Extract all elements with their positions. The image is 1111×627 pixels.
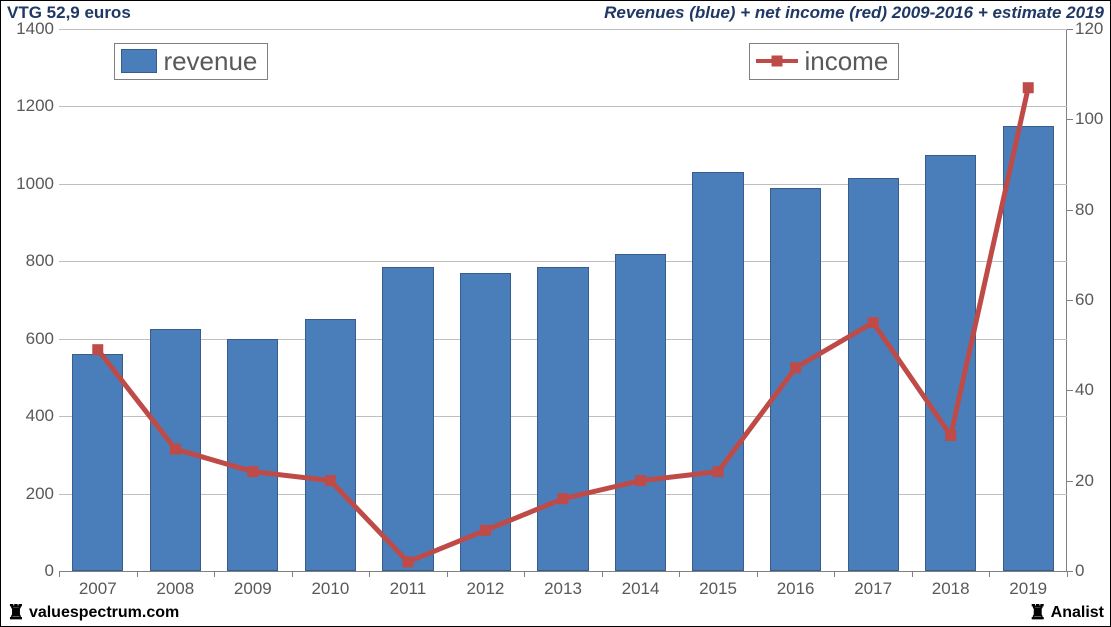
legend-revenue-label: revenue: [163, 46, 257, 77]
income-marker-icon: [247, 466, 258, 477]
legend-revenue: revenue: [114, 43, 268, 80]
income-marker-icon: [480, 525, 491, 536]
legend-income-label: income: [804, 46, 888, 77]
income-marker-icon: [325, 475, 336, 486]
x-axis-line: [59, 571, 1067, 572]
x-tick-label: 2015: [699, 579, 737, 599]
footer-left-label: valuespectrum.com: [29, 604, 179, 622]
footer-right: ♜ Analist: [1029, 603, 1104, 623]
x-tick-mark: [602, 571, 603, 577]
income-marker-icon: [713, 466, 724, 477]
x-tick-mark: [292, 571, 293, 577]
legend-income-marker-icon: [772, 56, 783, 67]
x-tick-label: 2008: [156, 579, 194, 599]
y-left-tick-label: 1000: [4, 174, 54, 194]
plot-inner: 0200400600800100012001400020406080100120…: [59, 29, 1067, 571]
x-tick-mark: [137, 571, 138, 577]
header: VTG 52,9 euros Revenues (blue) + net inc…: [3, 2, 1108, 24]
x-tick-label: 2019: [1009, 579, 1047, 599]
y-left-tick-label: 1200: [4, 96, 54, 116]
x-tick-mark: [59, 571, 60, 577]
y-left-tick-label: 600: [4, 329, 54, 349]
x-tick-label: 2009: [234, 579, 272, 599]
y-right-tick-mark: [1067, 390, 1073, 391]
y-right-tick-mark: [1067, 481, 1073, 482]
x-tick-mark: [989, 571, 990, 577]
y-left-tick-label: 400: [4, 406, 54, 426]
legend-revenue-swatch: [121, 49, 157, 73]
x-tick-mark: [757, 571, 758, 577]
y-left-tick-label: 0: [4, 561, 54, 581]
x-tick-label: 2007: [79, 579, 117, 599]
income-marker-icon: [1023, 82, 1034, 93]
x-tick-mark: [369, 571, 370, 577]
rook-icon: ♜: [7, 603, 25, 623]
x-tick-label: 2017: [854, 579, 892, 599]
x-tick-mark: [214, 571, 215, 577]
x-tick-label: 2018: [932, 579, 970, 599]
x-tick-mark: [1067, 571, 1068, 577]
title-right: Revenues (blue) + net income (red) 2009-…: [604, 3, 1104, 23]
chart-root: VTG 52,9 euros Revenues (blue) + net inc…: [0, 0, 1111, 627]
y-right-tick-mark: [1067, 29, 1073, 30]
y-right-tick-label: 60: [1075, 290, 1111, 310]
income-marker-icon: [558, 493, 569, 504]
x-tick-label: 2010: [311, 579, 349, 599]
legend-income: income: [749, 43, 899, 80]
y-right-tick-label: 20: [1075, 471, 1111, 491]
income-line: [59, 29, 1067, 571]
x-tick-label: 2011: [390, 579, 427, 599]
income-marker-icon: [945, 430, 956, 441]
y-left-tick-label: 800: [4, 251, 54, 271]
footer-left: ♜ valuespectrum.com: [7, 603, 179, 623]
income-marker-icon: [868, 317, 879, 328]
income-marker-icon: [92, 344, 103, 355]
income-marker-icon: [790, 362, 801, 373]
rook-icon: ♜: [1029, 603, 1047, 623]
income-marker-icon: [635, 475, 646, 486]
y-right-tick-label: 80: [1075, 200, 1111, 220]
footer-right-label: Analist: [1051, 604, 1104, 622]
income-marker-icon: [402, 556, 413, 567]
x-tick-mark: [524, 571, 525, 577]
y-right-tick-mark: [1067, 119, 1073, 120]
x-tick-mark: [834, 571, 835, 577]
y-right-tick-label: 0: [1075, 561, 1111, 581]
x-tick-mark: [447, 571, 448, 577]
y-right-tick-label: 40: [1075, 380, 1111, 400]
y-right-tick-label: 100: [1075, 109, 1111, 129]
plot-area: 0200400600800100012001400020406080100120…: [59, 29, 1067, 571]
x-tick-mark: [912, 571, 913, 577]
income-marker-icon: [170, 444, 181, 455]
y-right-tick-mark: [1067, 210, 1073, 211]
legend-income-swatch: [756, 50, 798, 72]
footer: ♜ valuespectrum.com ♜ Analist: [3, 602, 1108, 624]
y-right-tick-mark: [1067, 300, 1073, 301]
x-tick-label: 2016: [777, 579, 815, 599]
y-left-tick-label: 1400: [4, 19, 54, 39]
y-left-tick-label: 200: [4, 484, 54, 504]
y-right-tick-label: 120: [1075, 19, 1111, 39]
x-tick-label: 2013: [544, 579, 582, 599]
x-tick-mark: [679, 571, 680, 577]
x-tick-label: 2014: [622, 579, 660, 599]
x-tick-label: 2012: [467, 579, 505, 599]
